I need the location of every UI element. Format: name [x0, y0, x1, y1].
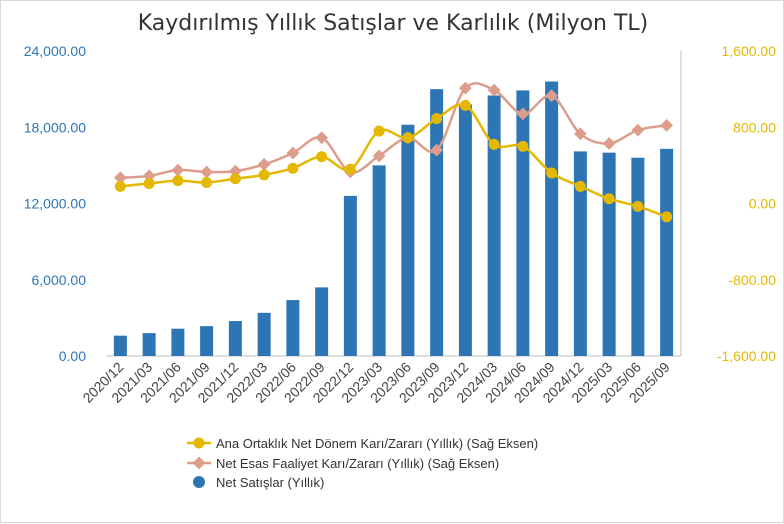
line-marker-circle — [373, 125, 385, 137]
left-tick-label: 24,000.00 — [24, 43, 86, 59]
line-marker-diamond — [257, 158, 271, 171]
bar — [228, 321, 242, 356]
line-marker-diamond — [631, 123, 645, 137]
right-tick-label: -800.00 — [729, 272, 777, 288]
legend-label: Ana Ortaklık Net Dönem Karı/Zararı (Yıll… — [216, 436, 538, 451]
line-marker-diamond — [372, 149, 386, 163]
bar — [142, 333, 156, 356]
bar — [573, 151, 587, 356]
line-marker-circle — [632, 200, 644, 212]
bar — [458, 104, 472, 356]
line-marker-circle — [459, 99, 471, 111]
bar — [545, 81, 559, 356]
axes — [106, 51, 682, 357]
line-marker-circle — [661, 211, 673, 223]
legend-label: Net Satışlar (Yıllık) — [216, 475, 324, 490]
bar-series — [113, 81, 674, 357]
line-marker-circle — [546, 167, 558, 179]
bar — [487, 95, 501, 357]
line-marker-diamond — [315, 131, 328, 145]
line-marker-circle — [431, 113, 443, 125]
line-marker-circle — [344, 163, 356, 175]
bar — [631, 157, 645, 356]
line-marker-diamond — [114, 171, 127, 185]
line-marker-circle — [172, 175, 184, 187]
right-tick-label: 800.00 — [733, 119, 776, 135]
bar — [113, 335, 127, 356]
line-marker-circle — [114, 180, 126, 192]
legend-marker-dot — [193, 476, 205, 488]
bar — [343, 195, 357, 356]
line-marker-diamond — [459, 81, 472, 95]
line-marker-circle — [143, 177, 155, 189]
line-marker-diamond — [487, 83, 501, 97]
line-marker-circle — [229, 173, 241, 185]
line-marker-diamond — [602, 137, 616, 150]
legend: Ana Ortaklık Net Dönem Karı/Zararı (Yıll… — [187, 436, 538, 490]
line-marker-circle — [287, 162, 299, 174]
left-tick-label: 6,000.00 — [32, 272, 87, 288]
line-marker-circle — [258, 169, 270, 181]
line-marker-circle — [603, 193, 615, 205]
line-marker-circle — [574, 180, 586, 192]
left-tick-label: 12,000.00 — [24, 196, 86, 212]
line-marker-diamond — [200, 165, 213, 179]
line-marker-diamond — [430, 143, 443, 157]
bar — [430, 89, 444, 356]
chart-title: Kaydırılmış Yıllık Satışlar ve Karlılık … — [138, 11, 649, 36]
legend-label: Net Esas Faaliyet Karı/Zararı (Yıllık) (… — [216, 456, 499, 471]
left-tick-label: 0.00 — [59, 348, 86, 364]
line-series — [114, 81, 673, 223]
line-marker-diamond — [660, 118, 673, 132]
right-tick-label: 1,600.00 — [722, 43, 777, 59]
bar — [286, 300, 300, 356]
bar — [200, 326, 214, 356]
line-marker-circle — [201, 177, 213, 189]
line-marker-circle — [517, 140, 529, 152]
legend-marker-diamond — [192, 456, 206, 470]
bar — [516, 90, 530, 356]
bar — [602, 152, 616, 356]
line-marker-circle — [402, 132, 414, 144]
bar — [660, 148, 674, 356]
bar — [372, 165, 386, 356]
line-marker-diamond — [286, 146, 300, 160]
legend-marker-circle — [193, 437, 205, 449]
bar — [315, 287, 329, 356]
bar — [257, 312, 271, 356]
line-marker-diamond — [171, 163, 185, 177]
bar — [401, 124, 415, 356]
bar — [171, 328, 185, 356]
right-tick-label: -1,600.00 — [717, 348, 776, 364]
left-tick-label: 18,000.00 — [24, 119, 86, 135]
line-marker-circle — [316, 151, 328, 163]
line-marker-circle — [488, 138, 500, 150]
right-tick-label: 0.00 — [749, 196, 776, 212]
